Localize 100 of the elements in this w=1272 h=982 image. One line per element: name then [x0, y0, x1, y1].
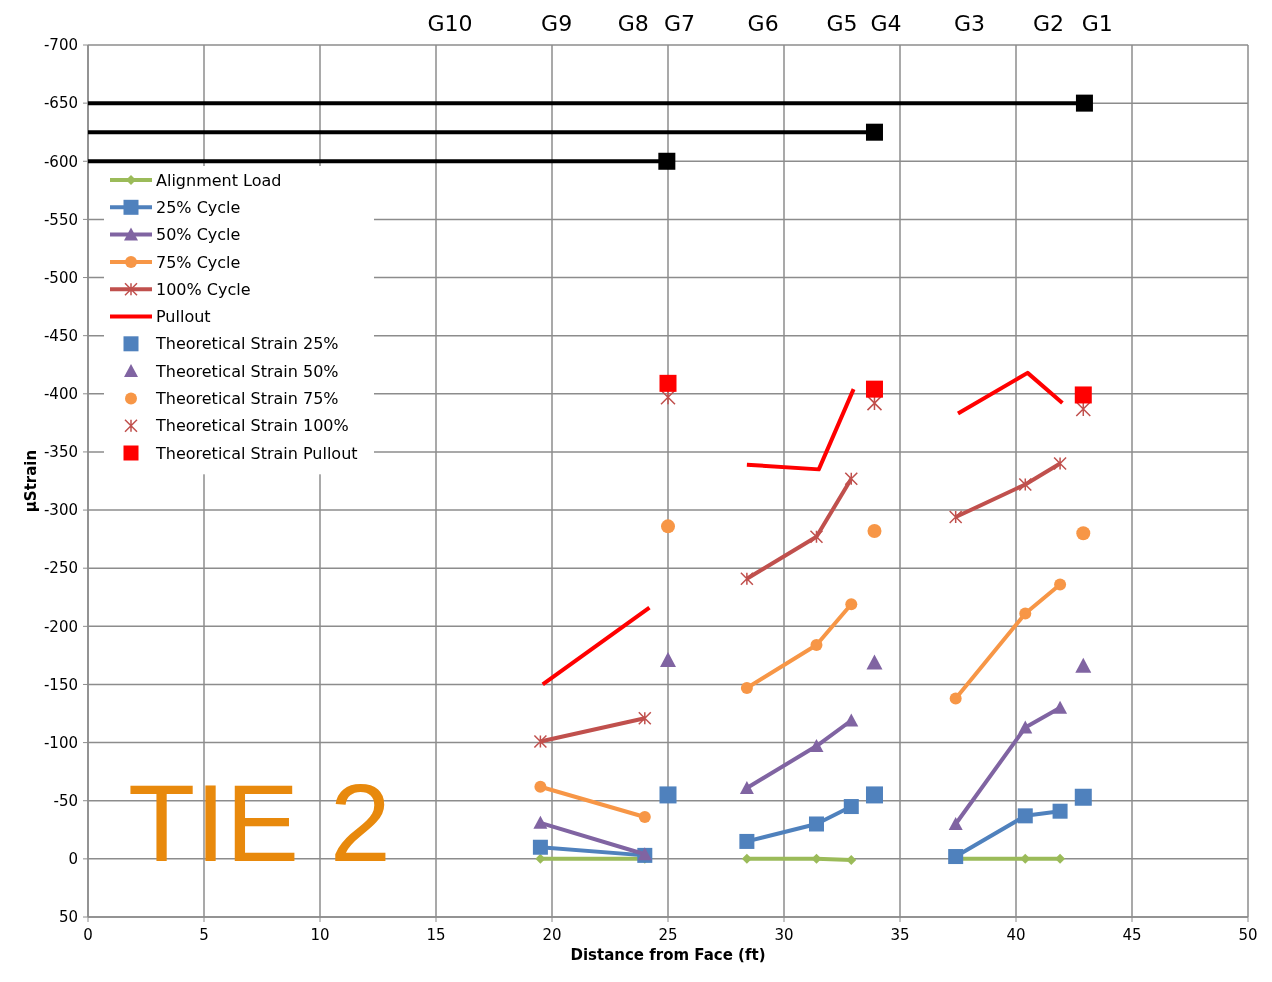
text: G2	[1032, 11, 1064, 36]
point	[809, 739, 824, 753]
point	[1053, 456, 1067, 471]
text: G10	[427, 11, 473, 36]
y-tick-label: -400	[43, 385, 78, 404]
x-tick-label: 5	[199, 926, 209, 944]
x-tick-label: 20	[542, 926, 562, 944]
point	[638, 711, 652, 725]
point	[533, 815, 548, 829]
point	[660, 652, 676, 668]
point	[1018, 477, 1033, 492]
point	[661, 519, 675, 534]
point	[1055, 853, 1066, 864]
point	[810, 638, 823, 651]
legend-label: Theoretical Strain 100%	[155, 416, 349, 436]
point	[1053, 700, 1068, 714]
point	[844, 471, 859, 486]
y-tick-label: -600	[43, 152, 78, 171]
text: G3	[954, 11, 986, 36]
point	[739, 780, 754, 794]
legend-label: 25% Cycle	[156, 197, 241, 217]
point	[1019, 607, 1032, 620]
point	[1018, 720, 1033, 734]
point	[867, 524, 882, 538]
x-tick-label: 25	[658, 926, 678, 944]
y-tick-label: -150	[43, 675, 78, 694]
text: G1	[1081, 11, 1113, 36]
legend-label: Theoretical Strain 25%	[155, 334, 339, 354]
point	[1052, 803, 1068, 819]
legend-label: 100% Cycle	[156, 279, 251, 299]
text: G8	[617, 11, 649, 36]
legend-label: 75% Cycle	[156, 252, 241, 272]
point	[739, 833, 755, 849]
x-tick-label: 45	[1122, 926, 1142, 944]
x-tick-label: 40	[1006, 926, 1026, 944]
y-tick-label: -450	[43, 326, 78, 345]
point	[741, 853, 752, 864]
x-tick-label: 0	[83, 926, 93, 944]
point	[533, 734, 548, 749]
y-tick-label: 0	[68, 850, 78, 869]
legend-label: Theoretical Strain 50%	[155, 361, 339, 381]
point	[949, 692, 962, 705]
point	[534, 780, 547, 793]
y-tick-label: -500	[43, 268, 78, 287]
x-tick-label: 10	[310, 926, 330, 944]
y-tick-label: -700	[43, 36, 78, 55]
legend-label: Theoretical Strain 75%	[155, 389, 339, 408]
annotation: TIE 2	[128, 760, 391, 884]
text: G4	[870, 11, 902, 36]
x-tick-label: 15	[426, 926, 446, 944]
y-tick-label: -300	[43, 501, 78, 520]
point	[845, 598, 858, 611]
point	[659, 786, 677, 804]
point	[660, 389, 676, 406]
point	[865, 380, 883, 398]
y-tick-label: -50	[53, 791, 78, 810]
text: G7	[664, 11, 696, 36]
x-tick-label: 35	[890, 926, 910, 944]
point	[1075, 657, 1092, 673]
point	[865, 123, 883, 141]
y-tick-label: -350	[43, 443, 78, 462]
y-tick-label: 50	[58, 908, 78, 927]
point	[866, 654, 883, 670]
point	[844, 713, 859, 727]
x-tick-label: 30	[774, 926, 794, 944]
legend-label: 50% Cycle	[156, 225, 241, 245]
y-tick-label: -200	[43, 617, 78, 636]
point	[638, 811, 651, 824]
point	[1075, 401, 1092, 417]
y-tick-label: -100	[43, 733, 78, 752]
point	[1054, 578, 1067, 591]
point	[1075, 94, 1093, 112]
point	[659, 374, 677, 392]
point	[865, 786, 883, 804]
point	[1074, 788, 1092, 806]
x-tick-label: 50	[1238, 926, 1258, 944]
point	[1074, 386, 1092, 404]
point	[740, 681, 753, 694]
legend-label: Alignment Load	[156, 170, 282, 190]
point	[948, 510, 963, 524]
point	[808, 816, 824, 832]
text: G5	[826, 11, 858, 36]
y-tick-label: -250	[43, 559, 78, 578]
point	[948, 849, 964, 865]
text: G9	[541, 11, 573, 36]
y-tick-label: -650	[43, 94, 78, 113]
point	[740, 571, 754, 586]
point	[532, 839, 548, 855]
point	[843, 799, 859, 815]
point	[809, 530, 824, 544]
text: G6	[747, 11, 779, 36]
point	[866, 395, 883, 411]
legend-label: Theoretical Strain Pullout	[155, 443, 358, 463]
y-tick-label: -550	[43, 210, 78, 229]
x-axis-title: Distance from Face (ft)	[570, 946, 766, 964]
point	[1017, 808, 1033, 824]
point	[1076, 526, 1091, 541]
point	[658, 152, 676, 170]
point	[948, 816, 963, 830]
legend-label: Pullout	[156, 307, 211, 327]
